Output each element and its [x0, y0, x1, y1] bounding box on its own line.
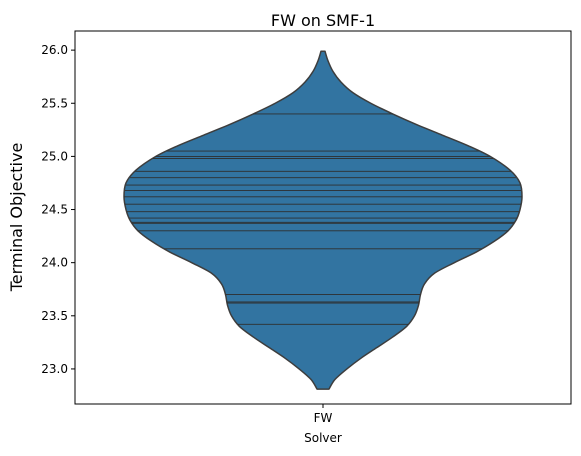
y-tick-label: 25.0 — [41, 149, 68, 163]
x-tick-label: FW — [314, 411, 333, 425]
chart-title: FW on SMF-1 — [271, 11, 375, 30]
y-tick-label: 24.0 — [41, 256, 68, 270]
x-axis: FW — [314, 404, 333, 425]
y-tick-label: 23.0 — [41, 362, 68, 376]
x-axis-label: Solver — [304, 431, 342, 445]
y-axis-label: Terminal Objective — [7, 143, 26, 293]
y-tick-label: 24.5 — [41, 203, 68, 217]
y-axis: 23.0 23.5 24.0 24.5 25.0 25.5 26.0 — [41, 43, 75, 376]
violin-group — [123, 50, 523, 390]
y-tick-label: 26.0 — [41, 43, 68, 57]
y-tick-label: 25.5 — [41, 96, 68, 110]
plot-frame — [74, 30, 572, 405]
y-tick-label: 23.5 — [41, 309, 68, 323]
violin-body — [123, 50, 523, 390]
